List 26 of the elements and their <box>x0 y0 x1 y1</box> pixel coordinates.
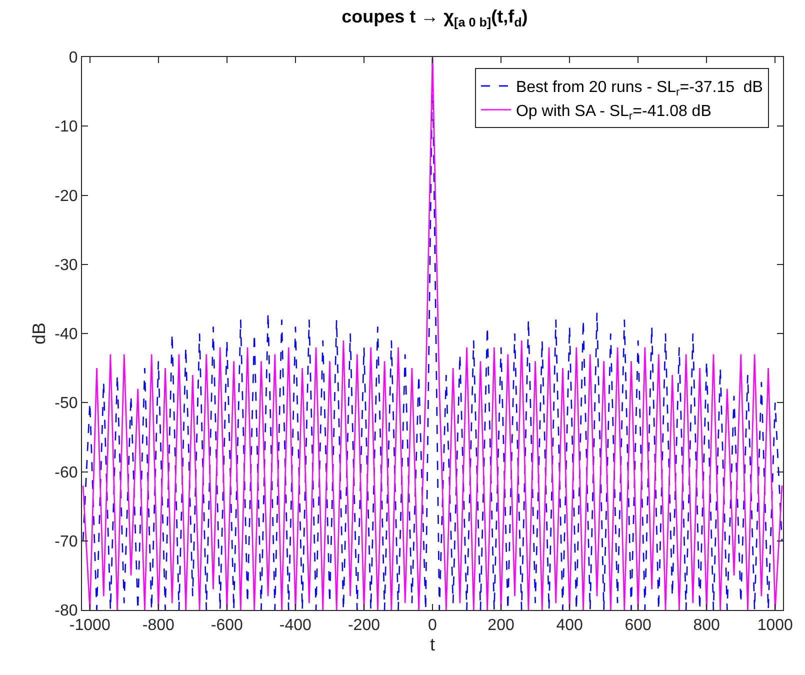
y-tick-label: -10 <box>54 118 78 136</box>
line-series <box>82 57 783 610</box>
y-tick-label: -20 <box>54 188 78 205</box>
x-tick-label: -200 <box>348 617 380 634</box>
x-tick-label: -600 <box>210 617 244 634</box>
x-tick-label: 0 <box>428 617 438 634</box>
y-tick-label: -30 <box>54 256 78 274</box>
x-tick-label: 200 <box>488 617 514 634</box>
x-tick-label: 1000 <box>757 617 794 634</box>
legend-label: Best from 20 runs - SL$_{r}$=-37.15 dB <box>516 79 763 99</box>
x-tick-label: -1000 <box>69 617 110 634</box>
y-tick-label: -60 <box>54 464 78 482</box>
y-axis-title: dB <box>28 322 49 345</box>
x-tick-label: -800 <box>142 617 175 634</box>
x-tick-label: 600 <box>624 617 652 634</box>
chart-title: coupes t → χ$_{[a 0 b]}$(t,f$_{d}$) <box>342 6 528 30</box>
y-tick-label: -40 <box>54 326 78 344</box>
legend-label: Op with SA - SL$_{r}$=-41.08 dB <box>516 103 712 122</box>
x-tick-label: 400 <box>556 617 583 634</box>
x-axis-title: t <box>430 634 436 654</box>
y-tick-label: -70 <box>54 533 78 550</box>
x-tick-label: -400 <box>279 617 312 634</box>
y-tick-label: 0 <box>68 50 78 67</box>
x-tick-label: 800 <box>693 617 720 634</box>
y-tick-label: -80 <box>54 602 78 620</box>
y-tick-label: -50 <box>54 395 78 412</box>
